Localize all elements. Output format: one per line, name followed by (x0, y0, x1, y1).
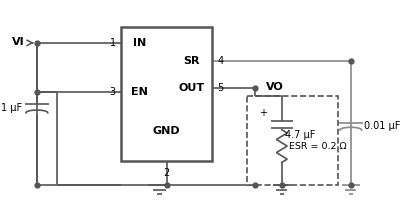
Text: 3: 3 (109, 87, 116, 97)
Text: ESR = 0.2 Ω: ESR = 0.2 Ω (289, 141, 347, 151)
Text: 1: 1 (109, 38, 116, 48)
Text: 2: 2 (164, 168, 170, 178)
Text: GND: GND (153, 126, 181, 136)
Bar (247, 95, 338, 185)
Text: VO: VO (266, 82, 284, 92)
Text: SR: SR (184, 56, 200, 66)
Text: 4.7 μF: 4.7 μF (286, 130, 316, 140)
Text: IN: IN (133, 38, 146, 48)
Text: 1 μF: 1 μF (1, 103, 22, 113)
Text: +: + (259, 108, 267, 118)
Bar (121, 27, 212, 161)
Text: 0.01 μF: 0.01 μF (364, 121, 401, 131)
Text: VI: VI (12, 37, 24, 47)
Text: 5: 5 (217, 83, 224, 93)
Text: EN: EN (131, 87, 148, 97)
Text: 4: 4 (217, 56, 223, 66)
Text: OUT: OUT (179, 83, 205, 93)
